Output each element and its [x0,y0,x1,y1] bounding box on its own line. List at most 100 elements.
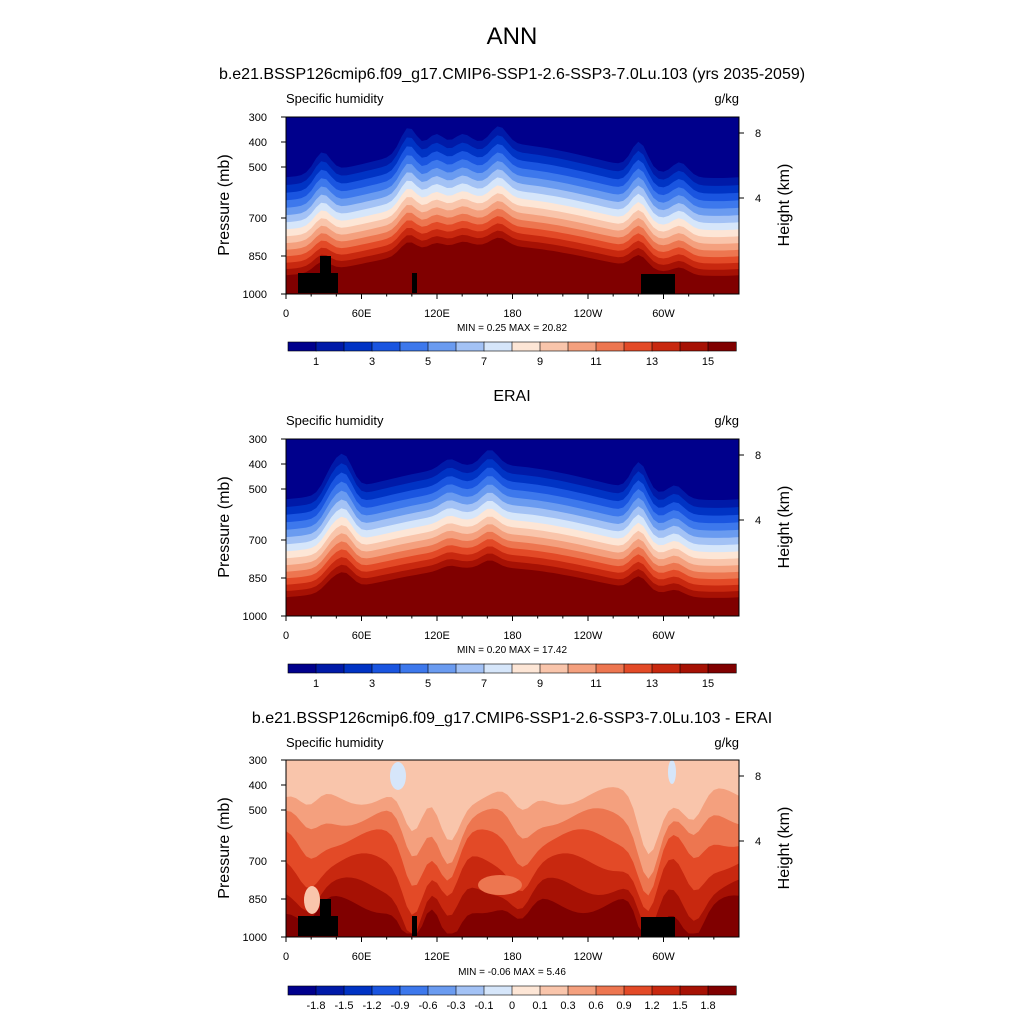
colorbar-swatch [679,985,709,996]
x-tick-label: 120W [574,951,603,963]
contour-band [286,560,739,616]
topography-block [298,916,338,936]
colorbar-label: -1.8 [307,1000,326,1012]
heatmap-field [286,760,739,937]
right-tick-label: 8 [755,771,761,783]
colorbar-swatch [595,341,625,352]
min-max-stats: MIN = 0.25 MAX = 20.82 [457,323,567,334]
contour-band [286,895,739,937]
colorbar-swatch [623,663,653,674]
x-tick-label: 120W [574,630,603,642]
x-tick-label: 60W [652,951,675,963]
x-tick-label: 180 [503,308,521,320]
x-tick-label: 60E [352,951,372,963]
y-tick-label: 850 [249,251,267,263]
colorbar-swatch [287,341,317,352]
x-tick-label: 0 [283,951,289,963]
x-tick-label: 60W [652,630,675,642]
y-tick-label: 400 [249,780,267,792]
y-tick-label: 500 [249,484,267,496]
y-tick-label: 500 [249,805,267,817]
colorbar-swatch [595,985,625,996]
colorbar-label: 3 [369,678,375,690]
panel-model: b.e21.BSSP126cmip6.f09_g17.CMIP6-SSP1-2.… [216,66,805,368]
right-tick-label: 4 [755,193,761,205]
colorbar-label: 0.1 [532,1000,547,1012]
colorbar-swatch [483,985,513,996]
colorbar-label: -1.5 [335,1000,354,1012]
colorbar-label: 0 [509,1000,515,1012]
colorbar-swatch [455,341,485,352]
heatmap-field [286,117,739,294]
topography-block [298,273,338,293]
colorbar-swatch [315,985,345,996]
topography-block [641,917,675,937]
colorbar-swatch [483,341,513,352]
right-axis-label: Height (km) [776,164,793,247]
colorbar-swatch [399,985,429,996]
colorbar-swatch [623,985,653,996]
heatmap-field [286,439,739,616]
panel-title: ERAI [493,388,530,405]
colorbar-label: 9 [537,356,543,368]
colorbar-label: 3 [369,356,375,368]
y-tick-label: 300 [249,434,267,446]
colorbar-swatch [595,663,625,674]
colorbar-swatch [539,985,569,996]
contour-band [478,875,522,895]
colorbar-label: 13 [646,356,658,368]
y-tick-label: 400 [249,459,267,471]
colorbar-swatch [511,341,541,352]
y-tick-label: 1000 [243,932,267,944]
min-max-stats: MIN = -0.06 MAX = 5.46 [458,967,566,978]
y-axis-label: Pressure (mb) [216,154,233,255]
x-tick-label: 120E [424,630,450,642]
x-tick-label: 120E [424,951,450,963]
units-label: g/kg [714,413,739,428]
right-tick-label: 4 [755,515,761,527]
variable-label: Specific humidity [286,413,384,428]
min-max-stats: MIN = 0.20 MAX = 17.42 [457,645,567,656]
topography-block [641,274,675,294]
x-tick-label: 60E [352,308,372,320]
colorbar-label: 13 [646,678,658,690]
y-axis-label: Pressure (mb) [216,797,233,898]
colorbar-swatch [399,341,429,352]
colorbar-swatch [539,663,569,674]
panel-erai: ERAI Specific humidity g/kg 300 400 500 700… [216,388,793,690]
contour-band [668,760,676,784]
y-tick-label: 1000 [243,611,267,623]
colorbar-swatch [427,663,457,674]
topography-mask [298,899,675,937]
x-tick-label: 120E [424,308,450,320]
colorbar-label: 7 [481,356,487,368]
colorbar-swatch [623,341,653,352]
y-tick-label: 700 [249,535,267,547]
colorbar-label: 0.9 [616,1000,631,1012]
y-tick-label: 700 [249,856,267,868]
colorbar-label: 11 [590,678,601,690]
y-tick-label: 400 [249,137,267,149]
heatmap-plot: 300 400 500 700 850 1000 Pressure (mb) 8 4 Height… [216,434,793,642]
colorbar-swatch [707,985,737,996]
colorbar-label: -1.2 [363,1000,382,1012]
heatmap-plot: 300 400 500 700 850 1000 Pressure (mb) 8 4 Height… [216,755,793,963]
colorbar-swatch [539,341,569,352]
y-tick-label: 850 [249,894,267,906]
colorbar-label: 11 [590,356,601,368]
x-tick-label: 60E [352,630,372,642]
x-tick-label: 120W [574,308,603,320]
colorbar-swatch [315,341,345,352]
y-axis-label: Pressure (mb) [216,476,233,577]
x-tick-label: 60W [652,308,675,320]
right-tick-label: 8 [755,128,761,140]
figure-title: ANN [487,23,538,50]
colorbar-swatch [427,985,457,996]
contour-band [286,237,739,294]
x-tick-label: 180 [503,630,521,642]
colorbar-swatch [651,341,681,352]
colorbar-label: 1 [313,678,319,690]
colorbar-swatch [343,341,373,352]
x-tick-label: 0 [283,630,289,642]
